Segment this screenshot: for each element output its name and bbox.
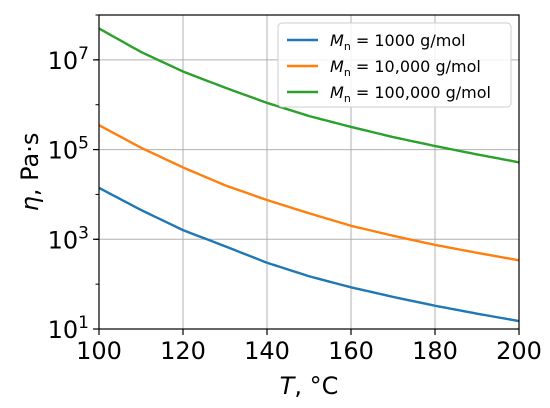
y-tick-label: 101	[48, 313, 89, 344]
legend-label: Mn = 100,000 g/mol	[330, 83, 491, 105]
series-line	[99, 186, 519, 323]
y-tick-label: 107	[48, 44, 89, 75]
x-tick-label: 180	[412, 337, 458, 365]
series-line	[99, 27, 519, 164]
y-axis-label: η, Pa·s	[16, 133, 44, 212]
series-lines	[99, 27, 519, 323]
x-tick-label: 200	[496, 337, 542, 365]
legend-box	[277, 22, 512, 108]
legend-label: Mn = 1000 g/mol	[330, 31, 466, 53]
series-line	[99, 124, 519, 262]
y-tick-label: 105	[48, 134, 89, 165]
legend-label: Mn = 10,000 g/mol	[330, 57, 481, 79]
plot-frame	[98, 14, 520, 330]
y-tick-label: 103	[48, 223, 89, 254]
legend: Mn = 1000 g/mol Mn = 10,000 g/mol Mn = 100…	[277, 22, 512, 108]
x-tick-label: 120	[160, 337, 206, 365]
x-tick-label: 160	[328, 337, 374, 365]
axis-ticks: 100 120 140 160 180 200 101 103 105 107	[48, 14, 542, 365]
x-tick-label: 140	[244, 337, 290, 365]
x-tick-label: 100	[76, 337, 122, 365]
x-axis-label: T, °C	[280, 372, 339, 400]
